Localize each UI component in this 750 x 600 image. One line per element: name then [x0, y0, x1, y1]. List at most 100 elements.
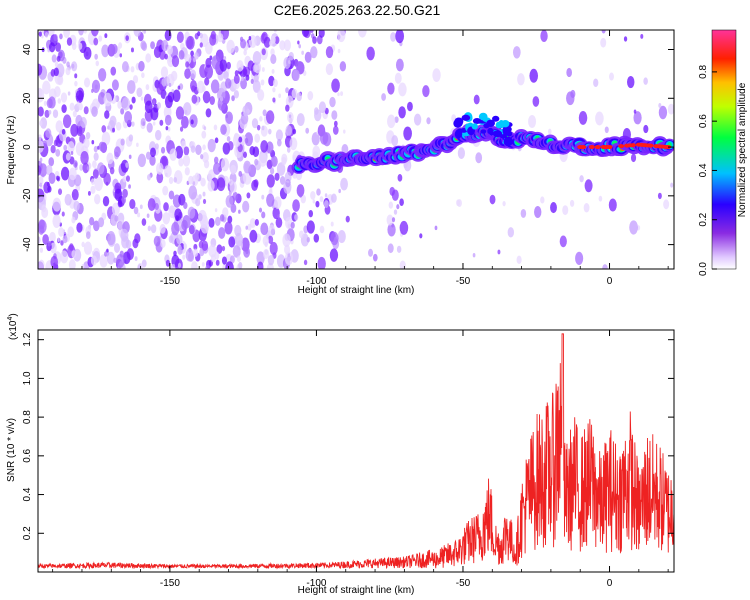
noise-blob — [220, 124, 227, 135]
noise-blob — [298, 192, 303, 198]
noise-blob — [190, 145, 196, 153]
noise-blob — [220, 157, 230, 172]
noise-blob — [38, 134, 42, 141]
noise-blob — [325, 63, 334, 76]
noise-blob — [205, 108, 212, 118]
noise-blob — [125, 35, 129, 41]
noise-blob — [46, 98, 53, 109]
noise-blob — [225, 114, 228, 119]
ridge-side-blob — [492, 115, 500, 122]
noise-blob — [240, 38, 247, 49]
noise-blob — [133, 30, 142, 37]
noise-blob — [154, 129, 162, 141]
noise-blob — [73, 160, 78, 168]
noise-blob — [129, 104, 133, 110]
noise-blob — [643, 77, 648, 85]
noise-blob — [120, 138, 125, 146]
noise-blob — [387, 243, 394, 254]
noise-blob — [230, 164, 237, 175]
colorbar-tick-label: 0.8 — [698, 64, 709, 78]
noise-blob — [140, 96, 144, 101]
noise-blob — [122, 188, 128, 199]
noise-blob — [119, 250, 124, 258]
noise-blob — [244, 137, 249, 144]
noise-blob — [325, 46, 334, 59]
noise-blob — [296, 113, 305, 126]
noise-blob — [213, 162, 221, 175]
noise-blob — [168, 176, 174, 185]
noise-blob — [38, 236, 41, 245]
noise-blob — [243, 160, 252, 174]
noise-blob — [253, 74, 259, 83]
heatmap-blobs — [38, 30, 674, 269]
noise-blob — [337, 229, 346, 244]
noise-blob — [61, 211, 65, 217]
noise-blob — [242, 68, 248, 76]
noise-blob — [386, 214, 394, 226]
ridge-side-blob — [502, 125, 508, 136]
noise-blob — [422, 85, 430, 98]
noise-blob — [48, 42, 56, 53]
noise-blob — [267, 235, 274, 244]
noise-blob — [118, 42, 123, 49]
noise-blob — [393, 209, 398, 215]
noise-blob — [283, 39, 291, 52]
noise-blob — [279, 40, 286, 51]
noise-blob — [300, 194, 307, 204]
noise-blob — [221, 245, 226, 252]
noise-blob — [162, 185, 169, 196]
noise-blob — [640, 33, 644, 39]
noise-blob — [168, 235, 174, 243]
noise-blob — [41, 204, 47, 213]
noise-blob — [249, 229, 258, 243]
noise-blob — [604, 126, 609, 134]
noise-blob — [243, 151, 248, 158]
noise-blob — [74, 80, 78, 87]
noise-blob — [50, 255, 58, 269]
noise-blob — [152, 121, 156, 126]
noise-blob — [190, 50, 194, 57]
noise-blob — [186, 35, 195, 50]
noise-blob — [171, 55, 180, 68]
noise-blob — [60, 250, 69, 264]
noise-blob — [250, 78, 254, 85]
noise-blob — [114, 188, 123, 202]
noise-blob — [214, 251, 220, 260]
noise-blob — [569, 199, 575, 207]
noise-blob — [169, 148, 178, 161]
noise-blob — [398, 106, 406, 119]
x-tick-label: -150 — [160, 578, 180, 589]
noise-blob — [246, 192, 251, 199]
noise-blob — [38, 31, 42, 37]
noise-blob — [164, 30, 172, 41]
noise-blob — [310, 30, 314, 33]
noise-blob — [182, 154, 191, 167]
noise-blob — [372, 253, 378, 262]
noise-blob — [432, 68, 441, 82]
noise-blob — [54, 61, 59, 68]
snr-scale-label: (x104) — [7, 313, 19, 340]
noise-blob — [260, 140, 269, 153]
noise-blob — [164, 114, 172, 126]
colorbar-gradient — [711, 29, 737, 270]
colorbar: 0.0 0.2 0.4 0.6 0.8 Normalized spectral ampl… — [698, 29, 748, 276]
noise-blob — [168, 190, 175, 200]
noise-blob — [147, 174, 151, 181]
noise-blob — [601, 30, 606, 34]
noise-blob — [71, 216, 76, 224]
snr-x-ticks: -150 -100 -50 0 — [52, 330, 669, 589]
noise-blob — [114, 215, 119, 222]
noise-blob — [221, 256, 227, 265]
noise-blob — [172, 89, 181, 103]
noise-blob — [540, 30, 548, 42]
noise-blob — [149, 155, 156, 166]
figure-title: C2E6.2025.263.22.50.G21 — [274, 2, 441, 18]
noise-blob — [600, 37, 607, 48]
noise-blob — [397, 173, 403, 182]
noise-blob — [164, 53, 168, 60]
y-tick-label: 0 — [22, 144, 33, 150]
snr-y-label: SNR (10 * v/v) — [6, 418, 17, 482]
noise-blob — [121, 196, 127, 204]
noise-blob — [145, 53, 152, 63]
